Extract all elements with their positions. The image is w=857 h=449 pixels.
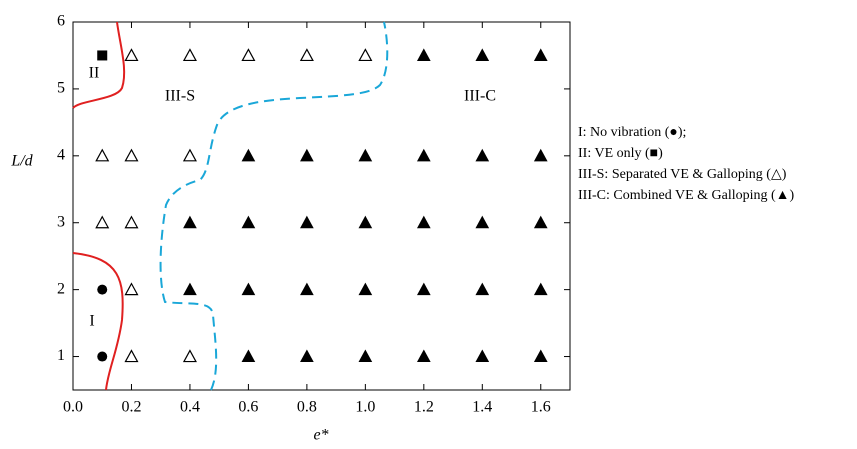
point bbox=[300, 148, 314, 162]
point bbox=[475, 48, 490, 61]
y-tick-label: 1 bbox=[57, 347, 65, 364]
point bbox=[300, 349, 314, 363]
point bbox=[416, 215, 431, 229]
x-tick-label: 0.2 bbox=[121, 399, 141, 416]
point bbox=[358, 48, 373, 62]
point bbox=[358, 282, 373, 296]
point bbox=[124, 148, 139, 162]
x-axis-label: e* bbox=[313, 427, 328, 444]
point bbox=[95, 215, 110, 229]
plot-frame bbox=[72, 21, 571, 391]
x-tick-label: 1.4 bbox=[472, 399, 492, 416]
point bbox=[416, 148, 431, 162]
point bbox=[416, 349, 431, 363]
x-tick-label: 0.8 bbox=[297, 399, 317, 416]
region-label: III-C bbox=[464, 88, 496, 105]
point bbox=[533, 282, 548, 296]
y-tick-label: 6 bbox=[57, 13, 65, 30]
point bbox=[300, 282, 314, 296]
y-tick-label: 3 bbox=[57, 213, 65, 230]
point bbox=[241, 148, 256, 162]
region-label: I bbox=[89, 313, 94, 330]
point bbox=[416, 48, 431, 61]
legend-entry: III-S: Separated VE & Galloping (△) bbox=[578, 167, 787, 182]
point bbox=[124, 215, 139, 229]
point bbox=[182, 349, 197, 363]
legend-entry: II: VE only (■) bbox=[578, 146, 663, 161]
point bbox=[241, 48, 256, 62]
y-tick-label: 2 bbox=[57, 280, 65, 297]
point bbox=[95, 148, 110, 162]
x-tick-label: 0.0 bbox=[63, 399, 83, 416]
point bbox=[241, 215, 256, 229]
point bbox=[475, 282, 490, 296]
x-tick-label: 0.6 bbox=[238, 399, 258, 416]
point bbox=[358, 215, 373, 229]
point bbox=[475, 148, 490, 162]
point bbox=[533, 349, 548, 363]
x-tick-label: 1.6 bbox=[531, 399, 551, 416]
y-tick-label: 4 bbox=[57, 146, 65, 163]
point bbox=[124, 48, 139, 62]
point bbox=[300, 215, 314, 229]
x-tick-label: 1.2 bbox=[414, 399, 434, 416]
point bbox=[97, 284, 108, 295]
point bbox=[475, 215, 490, 229]
point bbox=[299, 48, 314, 62]
point bbox=[183, 215, 197, 229]
x-tick-label: 0.4 bbox=[180, 399, 200, 416]
point bbox=[358, 148, 373, 162]
point bbox=[241, 282, 256, 296]
y-tick-label: 5 bbox=[57, 80, 65, 97]
point bbox=[182, 48, 197, 62]
point bbox=[533, 148, 548, 162]
legend-entry: III-C: Combined VE & Galloping (▲) bbox=[578, 188, 795, 203]
point bbox=[416, 282, 431, 296]
boundary-curve bbox=[159, 21, 389, 391]
region-label: II bbox=[89, 65, 100, 82]
point bbox=[183, 282, 197, 296]
region-label: III-S bbox=[165, 88, 195, 105]
point bbox=[97, 351, 108, 362]
point bbox=[124, 349, 139, 363]
x-tick-label: 1.0 bbox=[355, 399, 375, 416]
point bbox=[533, 215, 548, 229]
point bbox=[97, 50, 108, 61]
boundary-curve bbox=[72, 21, 126, 109]
legend-entry: I: No vibration (●); bbox=[578, 125, 686, 140]
point bbox=[533, 48, 548, 61]
point bbox=[475, 349, 490, 363]
point bbox=[241, 349, 256, 363]
y-axis-label: L/d bbox=[10, 153, 33, 170]
boundary-curve bbox=[72, 252, 124, 391]
point bbox=[182, 148, 197, 162]
point bbox=[358, 349, 373, 363]
point bbox=[124, 282, 139, 296]
